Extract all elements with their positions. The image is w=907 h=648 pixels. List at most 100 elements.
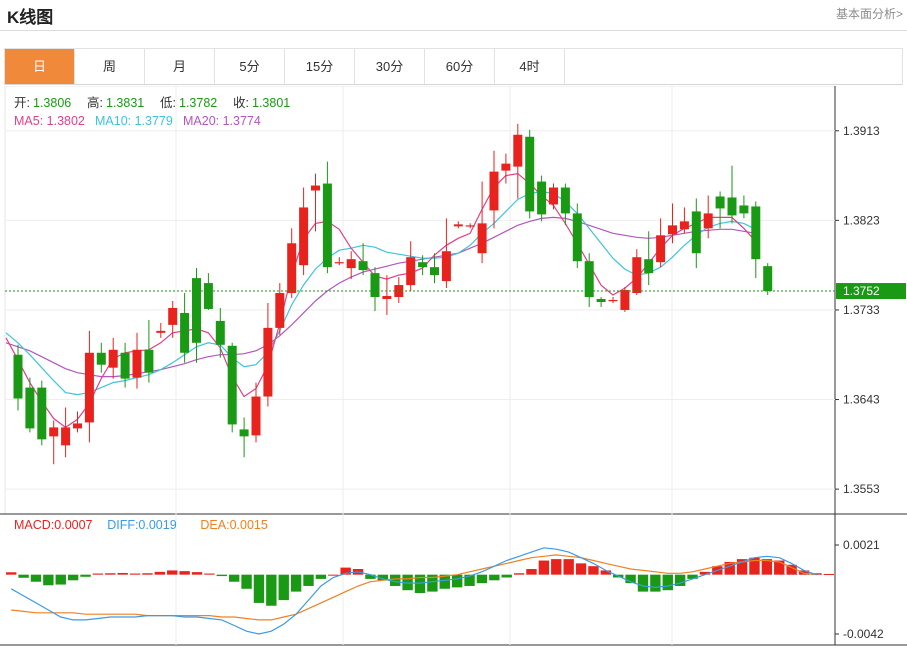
tab-day[interactable]: 日 <box>5 49 75 84</box>
candle <box>608 297 618 303</box>
candle <box>453 221 463 229</box>
candle-body <box>763 266 773 292</box>
tab-month[interactable]: 月 <box>145 49 215 84</box>
macd-bar <box>129 573 141 575</box>
candle <box>572 203 582 269</box>
candle-body <box>334 262 344 264</box>
tab-60min[interactable]: 60分 <box>425 49 495 84</box>
candle <box>763 263 773 296</box>
indicator-labels: 开: 1.3806 高: 1.3831 低: 1.3782 收: 1.3801 MA5: 1.3… <box>14 95 290 532</box>
candle-body <box>275 293 285 328</box>
tab-15min[interactable]: 15分 <box>285 49 355 84</box>
candle-body <box>477 223 487 254</box>
macd-bar <box>489 574 500 581</box>
candle <box>584 253 594 307</box>
kline-chart[interactable]: 1.3913 1.3823 1.3733 1.3643 1.3553 0.0021 -0.0… <box>0 86 907 648</box>
macd-bar <box>650 574 661 592</box>
candle-body <box>739 205 749 214</box>
macd-bar <box>674 574 686 586</box>
macd-bar <box>241 574 252 589</box>
macd-bar <box>699 571 711 575</box>
candle-body <box>418 262 428 268</box>
macd-bar <box>30 574 42 582</box>
candle <box>441 218 451 289</box>
y-tick-label: 1.3823 <box>843 213 880 227</box>
y-tick-label: 1.3913 <box>843 124 880 138</box>
candle-body <box>549 187 558 205</box>
candle-body <box>679 221 689 230</box>
candle-body <box>132 349 142 378</box>
candle <box>61 407 71 458</box>
ma5-label: MA5: 1.3802 <box>14 114 85 128</box>
macd-info-label: DIFF:0.0019 <box>107 518 177 532</box>
macd-bar <box>340 567 351 575</box>
ohlc-label: 低: <box>160 96 176 110</box>
macd-bar <box>774 560 785 575</box>
macd-bar <box>228 574 240 582</box>
candle-body <box>441 251 451 282</box>
candle-body <box>144 349 154 373</box>
macd-bar <box>142 573 153 575</box>
ohlc-label: 高: <box>87 95 103 110</box>
macd-bar <box>538 560 550 575</box>
tab-5min[interactable]: 5分 <box>215 49 285 84</box>
candle-body <box>560 187 570 214</box>
macd-bar <box>526 569 537 575</box>
tab-week[interactable]: 周 <box>75 49 145 84</box>
current-price-label: 1.3752 <box>843 284 880 298</box>
candle <box>144 319 154 383</box>
fundamental-analysis-link[interactable]: 基本面分析> <box>835 7 903 21</box>
candle <box>108 337 118 379</box>
candle-body <box>501 163 511 171</box>
macd-info-label: DEA:0.0015 <box>200 518 267 532</box>
macd-bar <box>92 573 104 575</box>
candle-body <box>108 349 118 368</box>
macd-bar <box>575 563 587 575</box>
candle <box>37 380 47 446</box>
candle-body <box>703 213 713 229</box>
candle <box>156 322 166 338</box>
macd-bar <box>662 574 673 591</box>
candle <box>227 342 237 433</box>
candle <box>560 183 570 226</box>
candle <box>25 377 35 433</box>
y-tick-label: 1.3643 <box>843 393 880 407</box>
candle <box>489 150 499 229</box>
ma10-line <box>5 190 756 396</box>
candle <box>239 417 249 458</box>
candle <box>334 257 344 266</box>
candle <box>96 342 106 373</box>
candle-body <box>632 257 642 294</box>
macd-bar <box>600 570 612 575</box>
candle-body <box>311 185 320 191</box>
candle-body <box>37 387 47 440</box>
candle <box>311 173 320 232</box>
ohlc-value: 1.3782 <box>179 96 217 110</box>
macd-tick-label: -0.0042 <box>843 627 884 641</box>
macd-bar <box>303 574 314 586</box>
candle-body <box>251 396 261 436</box>
candle <box>84 330 94 443</box>
candle <box>465 223 475 229</box>
candle-body <box>430 267 439 276</box>
macd-bar <box>365 574 376 579</box>
candle-body <box>691 211 701 254</box>
tab-30min[interactable]: 30分 <box>355 49 425 84</box>
macd-bar <box>105 573 116 575</box>
candle <box>525 129 535 219</box>
candle <box>203 273 213 310</box>
candle-body <box>572 213 582 262</box>
candles <box>13 123 773 465</box>
macd-bar <box>736 559 748 575</box>
candle <box>287 228 297 299</box>
candle-body <box>513 134 523 167</box>
candle-body <box>49 427 59 437</box>
candle <box>679 207 689 234</box>
candle <box>299 187 309 276</box>
candle <box>120 342 130 388</box>
candle <box>537 175 547 222</box>
tab-4hour[interactable]: 4时 <box>495 49 565 84</box>
macd-bar <box>687 574 698 579</box>
macd-bar <box>80 574 91 577</box>
candle-body <box>263 327 273 397</box>
